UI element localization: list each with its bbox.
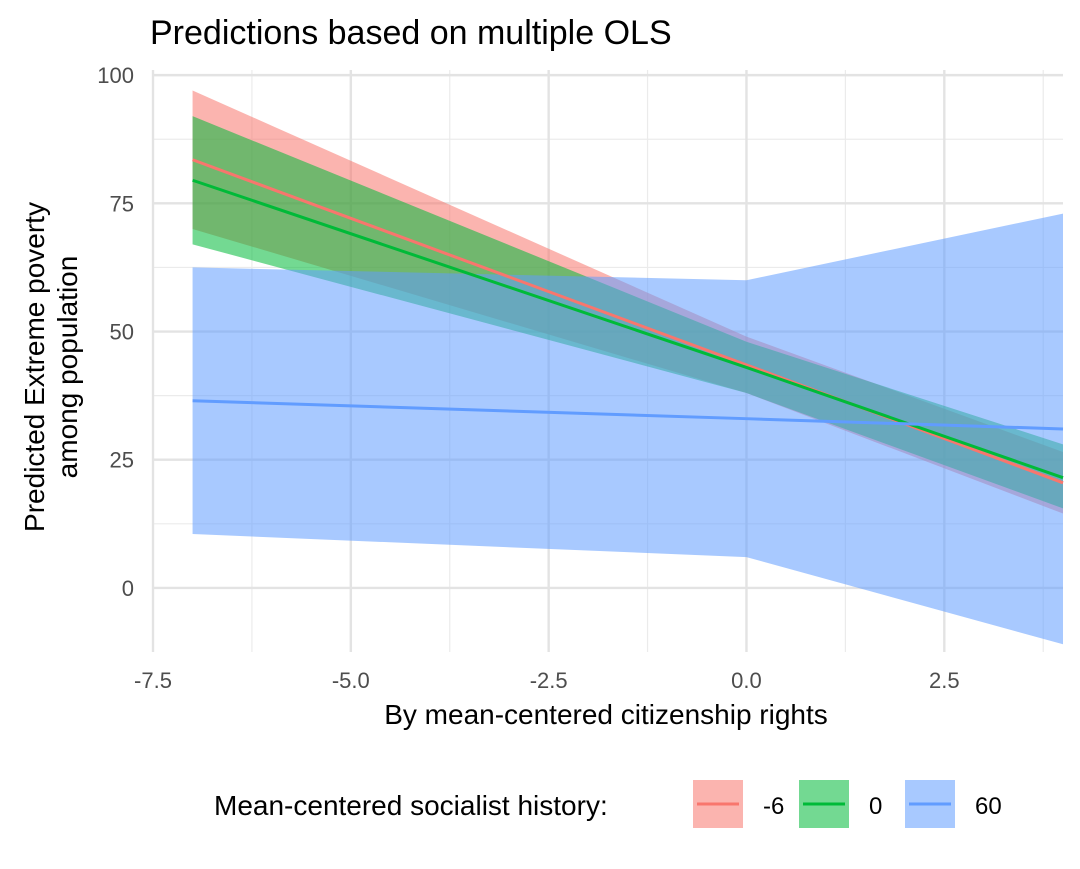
x-tick-labels: -7.5 -5.0 -2.5 0.0 2.5 [134, 668, 960, 693]
x-axis-title: By mean-centered citizenship rights [384, 699, 828, 730]
legend-item-60: 60 [905, 780, 1002, 828]
y-tick-label: 50 [110, 320, 134, 345]
x-tick-label: -5.0 [332, 668, 370, 693]
line-layer [192, 158, 1064, 485]
y-tick-label: 100 [97, 63, 134, 88]
legend-item-0: 0 [799, 780, 882, 828]
legend-label: 60 [975, 793, 1002, 820]
legend-title: Mean-centered socialist history: [214, 790, 608, 821]
legend: Mean-centered socialist history: -6 0 60 [214, 780, 1002, 828]
legend-label: -6 [763, 793, 784, 820]
chart-title: Predictions based on multiple OLS [150, 14, 672, 52]
line-series-60 [192, 399, 1064, 431]
y-tick-label: 75 [110, 191, 134, 216]
y-axis-title-line-1: Predicted Extreme poverty [19, 202, 50, 532]
x-tick-label: -7.5 [134, 668, 172, 693]
legend-items: -6 0 60 [693, 780, 1002, 828]
legend-item--6: -6 [693, 780, 784, 828]
x-tick-label: 2.5 [929, 668, 960, 693]
y-tick-label: 0 [122, 576, 134, 601]
y-tick-labels: 0 25 50 75 100 [97, 63, 134, 601]
x-tick-label: -2.5 [530, 668, 568, 693]
line-series-0 [192, 178, 1064, 480]
y-axis-title-line-2: among population [52, 256, 83, 479]
legend-label: 0 [869, 793, 882, 820]
y-tick-label: 25 [110, 448, 134, 473]
ribbon-layer [192, 90, 1064, 645]
y-axis-title: Predicted Extreme poverty among populati… [19, 202, 83, 532]
x-tick-label: 0.0 [731, 668, 762, 693]
ribbon-series-60 [192, 213, 1064, 645]
line-series--6 [192, 158, 1064, 485]
